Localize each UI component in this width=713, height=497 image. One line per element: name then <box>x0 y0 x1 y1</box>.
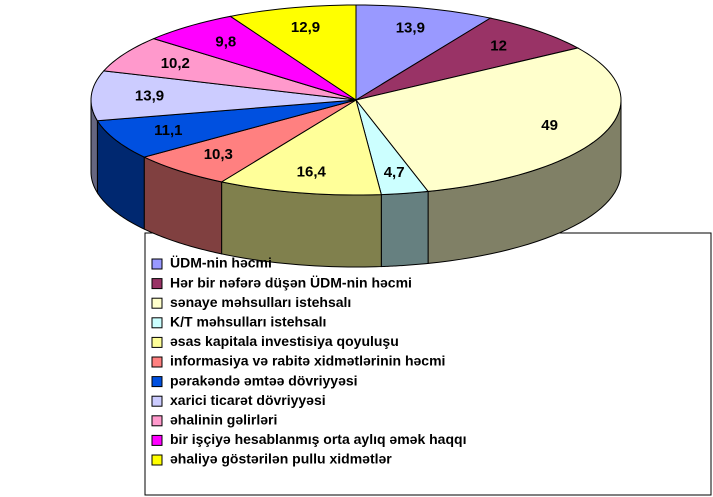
pie-slice <box>152 15 357 101</box>
pie-side <box>380 190 429 268</box>
data-label: 13,9 <box>396 19 425 36</box>
data-label: 12,9 <box>291 19 320 36</box>
legend-swatch <box>151 356 163 368</box>
data-label: 12 <box>490 37 507 54</box>
pie-slice <box>220 99 382 196</box>
data-label: 10,2 <box>161 55 190 72</box>
legend-label: sənaye məhsulları istehsalı <box>170 294 351 310</box>
legend-label: əhalinin gəlirləri <box>170 412 277 428</box>
legend-swatch <box>151 336 163 348</box>
pie-slice <box>355 47 622 192</box>
legend-swatch <box>151 258 163 270</box>
legend-swatch <box>151 297 163 309</box>
legend-swatch <box>151 454 163 466</box>
legend-label: əhaliyə göstərilən pullu xidmətlər <box>170 451 392 467</box>
legend-swatch <box>151 317 163 329</box>
pie-slice <box>229 4 357 101</box>
pie-slice <box>142 99 357 183</box>
legend-label: pərakəndə əmtəə dövriyyəsi <box>170 372 358 388</box>
pie-slice <box>102 38 357 101</box>
legend-swatch <box>151 434 163 446</box>
data-label: 16,4 <box>297 163 327 180</box>
data-label: 10,3 <box>204 146 233 163</box>
legend-label: ÜDM-nin həcmi <box>170 255 272 271</box>
data-label: 9,8 <box>215 33 236 50</box>
legend-swatch <box>151 278 163 290</box>
legend-label: K/T məhsulları istehsalı <box>170 314 326 330</box>
legend-swatch <box>151 395 163 407</box>
legend-swatch <box>151 415 163 427</box>
pie-slice <box>90 70 357 122</box>
legend-box <box>144 232 712 496</box>
legend-label: əsas kapitala investisiya qoyuluşu <box>170 333 399 349</box>
pie-slice <box>96 99 357 158</box>
legend-label: Hər bir nəfərə düşən ÜDM-nin həcmi <box>170 274 412 290</box>
pie-slice <box>355 17 580 101</box>
legend-label: informasiya və rabitə xidmətlərinin həcm… <box>170 353 445 369</box>
legend-label: bir işçiyə hesablanmış orta aylıq əmək h… <box>170 431 466 447</box>
pie-slice <box>355 4 492 101</box>
data-label: 11,1 <box>154 122 182 139</box>
data-label: 4,7 <box>384 164 405 181</box>
legend-label: xarici ticarət dövriyyəsi <box>170 392 326 408</box>
data-label: 49 <box>541 117 558 134</box>
legend-swatch <box>151 376 163 388</box>
pie-slice <box>355 99 430 196</box>
data-label: 13,9 <box>135 88 164 105</box>
